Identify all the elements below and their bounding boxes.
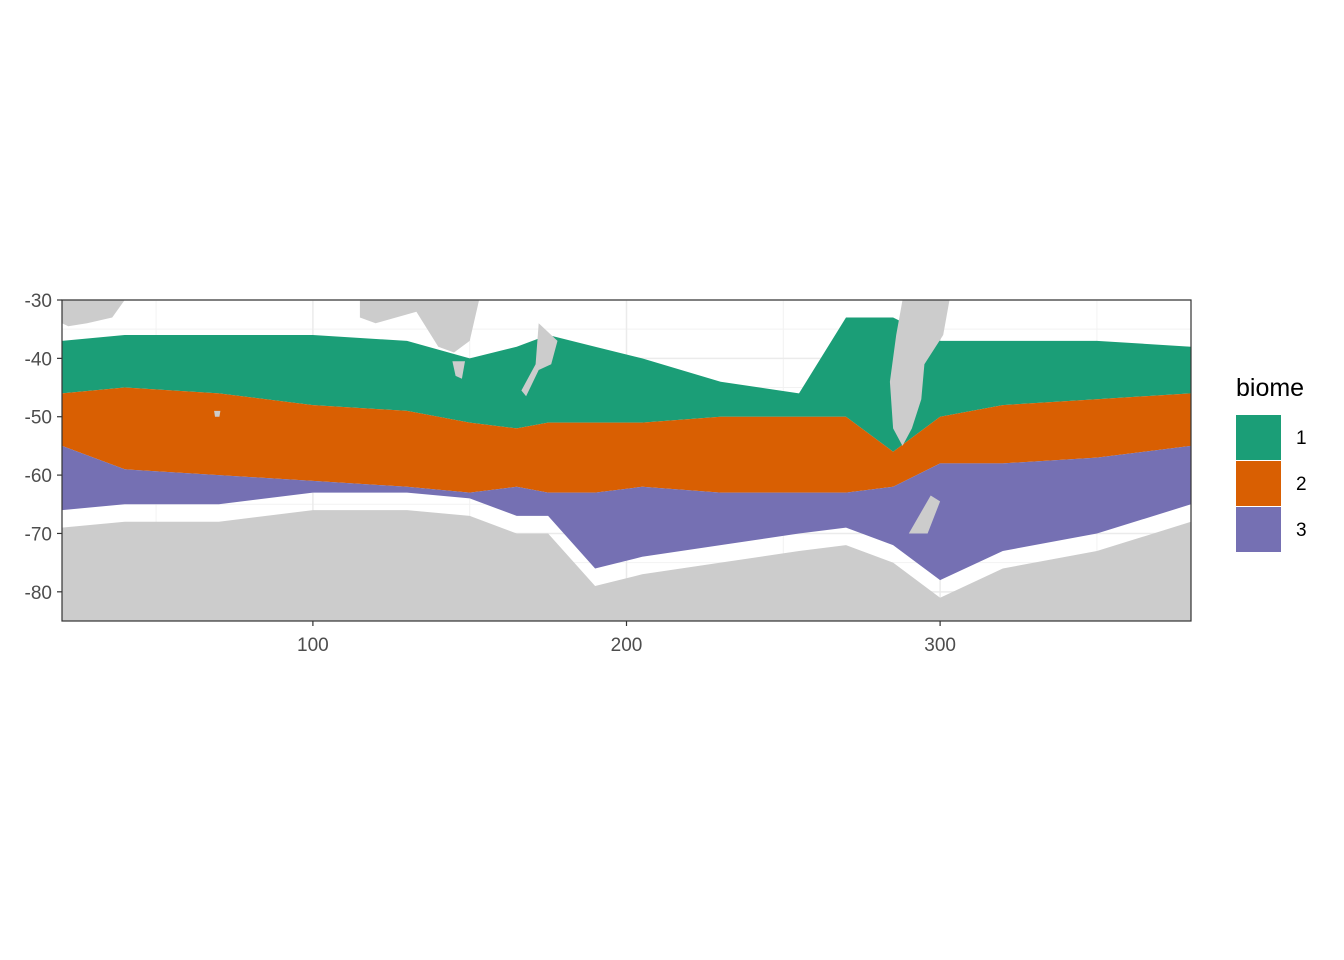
land-new-zealand	[521, 323, 558, 397]
legend-swatch-2	[1236, 461, 1281, 506]
x-tick-label: 100	[297, 635, 329, 656]
x-tick-label: 200	[611, 635, 643, 656]
map-layers	[62, 300, 1191, 621]
biome-3-region	[62, 445, 1191, 581]
legend: biome 1 2 3	[1236, 374, 1307, 552]
land-antarctica	[62, 510, 1191, 621]
y-tick-label: -50	[25, 408, 52, 429]
legend-title: biome	[1236, 374, 1304, 402]
biome-2-region	[62, 387, 1191, 493]
land-antarctic-peninsula	[908, 495, 941, 534]
y-tick-label: -30	[25, 291, 52, 312]
y-tick-label: -60	[25, 466, 52, 487]
land-south-america	[889, 300, 950, 446]
x-tick-label: 300	[924, 635, 956, 656]
land-tasmania	[452, 361, 465, 379]
legend-label-2: 2	[1296, 474, 1307, 495]
legend-label-1: 1	[1296, 428, 1307, 449]
legend-swatch-1	[1236, 415, 1281, 460]
legend-label-3: 3	[1296, 520, 1307, 541]
y-tick-label: -80	[25, 583, 52, 604]
y-tick-label: -40	[25, 349, 52, 370]
y-tick-label: -70	[25, 524, 52, 545]
legend-swatch-3	[1236, 507, 1281, 552]
land-australia	[359, 300, 480, 353]
axes: 100 200 300 -30 -40 -50 -60 -70 -80	[25, 291, 956, 656]
land-africa	[62, 300, 125, 327]
land-kerguelen	[214, 410, 221, 417]
